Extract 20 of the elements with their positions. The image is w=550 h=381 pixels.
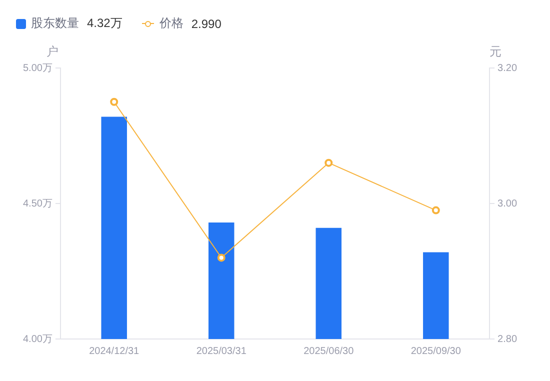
- y-tick-label: 4.00万: [22, 334, 52, 345]
- legend-label: 价格: [159, 15, 184, 32]
- point: [324, 158, 333, 167]
- y-axis-title: 户: [46, 44, 58, 58]
- point: [110, 98, 118, 106]
- point: [432, 206, 440, 214]
- y-tick-label: 5.00万: [22, 62, 52, 74]
- legend-label: 股东数量: [31, 15, 79, 32]
- x-tick-label: 2025/06/30: [304, 346, 354, 357]
- text: 2.990: [191, 16, 222, 30]
- text: 4.32万: [87, 15, 122, 32]
- point: [217, 254, 226, 262]
- y2-tick-label: 3.00: [498, 198, 518, 210]
- y2-axis-title: 元: [490, 44, 502, 58]
- x-tick-label: 2025/09/30: [410, 346, 462, 357]
- x-tick-label: 2024/12/31: [89, 346, 140, 357]
- y2-tick-label: 3.20: [498, 62, 518, 74]
- y-tick-label: 4.50万: [22, 198, 52, 210]
- y2-tick-label: 2.80: [498, 334, 518, 345]
- x-tick-label: 2025/03/31: [196, 346, 247, 357]
